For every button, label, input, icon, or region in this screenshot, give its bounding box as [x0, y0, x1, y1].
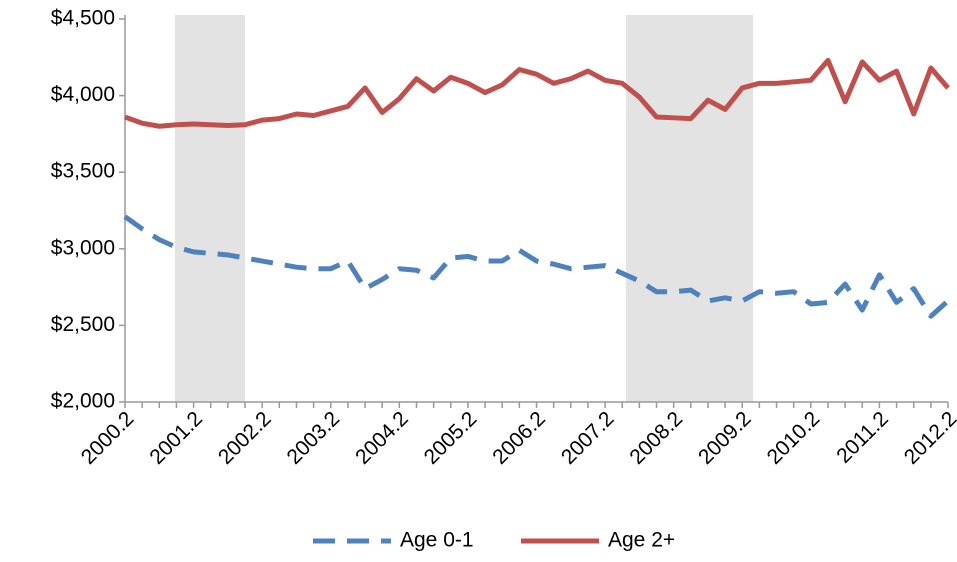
series-line: [123, 214, 950, 319]
series-line: [124, 57, 950, 129]
x-tick-label: 2009.2: [694, 407, 756, 469]
legend-label: Age 2+: [608, 529, 675, 552]
y-tick-label: $2,500: [51, 313, 115, 336]
shaded-period: [626, 15, 753, 402]
y-tick-label: $3,500: [51, 160, 115, 183]
y-tick-label: $3,000: [51, 236, 115, 259]
x-tick-label: 2005.2: [420, 407, 482, 469]
y-tick-label: $4,000: [51, 83, 115, 106]
x-tick-label: 2012.2: [900, 407, 957, 469]
y-tick-label: $4,500: [51, 7, 115, 30]
x-tick-label: 2004.2: [351, 407, 413, 469]
x-tick-label: 2003.2: [283, 407, 345, 469]
x-tick-label: 2006.2: [488, 407, 550, 469]
x-tick-label: 2001.2: [145, 407, 207, 469]
shaded-period: [175, 15, 245, 402]
x-tick-label: 2010.2: [763, 407, 825, 469]
x-tick-label: 2007.2: [557, 407, 619, 469]
x-tick-label: 2011.2: [832, 407, 893, 468]
legend-label: Age 0-1: [400, 529, 474, 552]
x-tick-label: 2008.2: [625, 407, 687, 469]
x-tick-label: 2002.2: [214, 407, 276, 469]
y-tick-label: $2,000: [51, 390, 115, 413]
x-tick-label: 2000.2: [77, 407, 139, 469]
